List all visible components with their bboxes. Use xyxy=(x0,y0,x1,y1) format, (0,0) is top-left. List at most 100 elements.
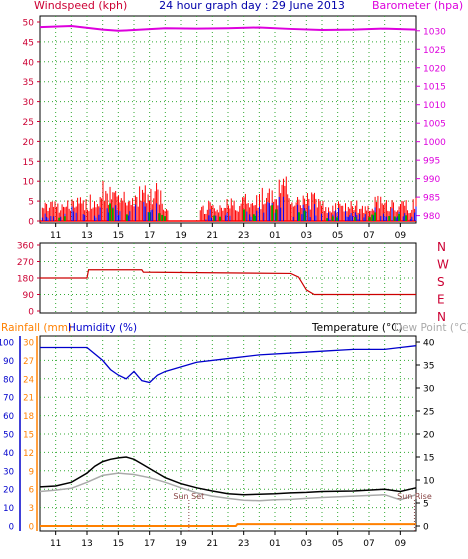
x-tick-label: 15 xyxy=(113,231,124,241)
y-tick-label: 30 xyxy=(423,385,435,395)
compass-label: W xyxy=(437,258,449,272)
x-tick-label: 21 xyxy=(207,231,218,241)
barometer-axis: 980 985 990 995 1000 1005 1010 1015 1020 1025 1030 xyxy=(416,27,446,222)
y-tick-label: 20 xyxy=(3,486,14,496)
y-tick-label: 35 xyxy=(23,78,34,88)
x-tick-label: 05 xyxy=(332,539,343,549)
compass-label: S xyxy=(437,275,445,289)
x-tick-label: 11 xyxy=(50,539,61,549)
y-tick-label: 10 xyxy=(423,477,435,487)
barometer-series-line xyxy=(39,24,417,32)
y-tick-label: 985 xyxy=(423,194,440,204)
y-tick-label: 10 xyxy=(3,504,14,514)
dewpoint-series-line xyxy=(39,472,417,502)
y-tick-label: 980 xyxy=(423,212,440,222)
x-tick-label: 03 xyxy=(301,539,312,549)
compass-label: N xyxy=(437,310,446,324)
y-tick-label: 35 xyxy=(423,362,434,372)
y-tick-label: 5 xyxy=(28,198,34,208)
temperature-panel-grid xyxy=(40,336,416,531)
windspeed-axis: 0 5 10 15 20 25 30 35 40 45 50 xyxy=(23,19,40,228)
compass-label: E xyxy=(437,293,445,307)
y-tick-label: 360 xyxy=(17,242,34,252)
y-tick-label: 24 xyxy=(23,375,34,385)
x-tick-label: 17 xyxy=(144,539,155,549)
dewpoint-axis-label: Dew Point (°C) xyxy=(394,322,468,334)
rainfall-axis-label: Rainfall (mm) xyxy=(1,322,72,334)
x-tick-label: 05 xyxy=(332,231,343,241)
humidity-axis-label: Humidity (%) xyxy=(68,322,137,334)
y-tick-label: 1000 xyxy=(423,138,446,148)
y-tick-label: 90 xyxy=(23,291,35,301)
x-tick-label: 21 xyxy=(207,539,218,549)
y-tick-label: 30 xyxy=(3,467,14,477)
y-tick-label: 990 xyxy=(423,175,440,185)
y-tick-label: 30 xyxy=(23,339,34,349)
y-tick-label: 25 xyxy=(23,118,34,128)
humidity-axis: 0 10 20 30 40 50 60 70 80 90 100 xyxy=(0,336,21,533)
rainfall-axis: 0 3 6 9 12 15 18 21 24 27 30 xyxy=(23,336,38,533)
y-tick-label: 1030 xyxy=(423,27,446,37)
y-tick-label: 70 xyxy=(3,394,14,404)
x-tick-label: 19 xyxy=(175,539,187,549)
temperature-series-line xyxy=(39,456,417,496)
y-tick-label: 60 xyxy=(3,412,14,422)
y-tick-label: 1025 xyxy=(423,46,446,56)
x-tick-label: 15 xyxy=(113,539,124,549)
y-tick-label: 15 xyxy=(23,431,34,441)
x-tick-label: 23 xyxy=(238,231,249,241)
y-tick-label: 0 xyxy=(28,308,34,318)
y-tick-label: 9 xyxy=(29,467,34,477)
temperature-axis-label: Temperature (°C) xyxy=(311,322,403,334)
y-tick-label: 18 xyxy=(23,412,34,422)
y-tick-label: 30 xyxy=(23,98,35,108)
y-tick-label: 15 xyxy=(423,454,434,464)
y-tick-label: 12 xyxy=(23,449,34,459)
temperature-humidity-panel: Rainfall (mm) Humidity (%) Temperature (… xyxy=(0,322,468,549)
sun-annotations: Sun Set Sun Rise xyxy=(173,492,432,531)
wind-bars xyxy=(40,176,417,222)
annotation-label: Sun Rise xyxy=(397,492,432,501)
x-tick-label: 23 xyxy=(238,539,249,549)
x-tick-label: 13 xyxy=(81,539,92,549)
y-tick-label: 6 xyxy=(29,486,34,496)
y-tick-label: 50 xyxy=(3,431,14,441)
x-tick-label: 17 xyxy=(144,231,155,241)
x-tick-label: 09 xyxy=(395,539,407,549)
direction-panel-grid xyxy=(40,243,416,313)
y-tick-label: 40 xyxy=(3,449,14,459)
x-tick-label: 11 xyxy=(50,231,61,241)
compass-label: N xyxy=(437,240,446,254)
y-tick-label: 15 xyxy=(23,158,34,168)
temperature-axis: 0 5 10 15 20 25 30 35 40 xyxy=(416,339,435,533)
x-tick-label: 07 xyxy=(363,231,374,241)
y-tick-label: 0 xyxy=(29,523,34,533)
y-tick-label: 180 xyxy=(17,275,34,285)
wind-time-axis: 11 13 15 17 19 21 23 01 03 05 07 09 xyxy=(50,223,406,241)
y-tick-label: 21 xyxy=(23,394,34,404)
x-tick-label: 03 xyxy=(301,231,312,241)
x-tick-label: 01 xyxy=(269,539,280,549)
annotation-label: Sun Set xyxy=(173,492,204,501)
y-tick-label: 80 xyxy=(3,375,14,385)
y-tick-label: 1015 xyxy=(423,83,446,93)
y-tick-label: 50 xyxy=(23,19,35,29)
y-tick-label: 1020 xyxy=(423,64,446,74)
wind-direction-series-line xyxy=(40,269,416,296)
y-tick-label: 995 xyxy=(423,157,440,167)
x-tick-label: 13 xyxy=(81,231,92,241)
x-tick-label: 07 xyxy=(363,539,374,549)
y-tick-label: 10 xyxy=(23,178,35,188)
y-tick-label: 3 xyxy=(29,504,34,514)
y-tick-label: 20 xyxy=(423,431,435,441)
y-tick-label: 45 xyxy=(23,38,34,48)
y-tick-label: 1005 xyxy=(423,120,446,130)
y-tick-label: 0 xyxy=(28,218,34,228)
y-tick-label: 90 xyxy=(3,357,14,367)
wind-panel-frame xyxy=(39,15,417,224)
